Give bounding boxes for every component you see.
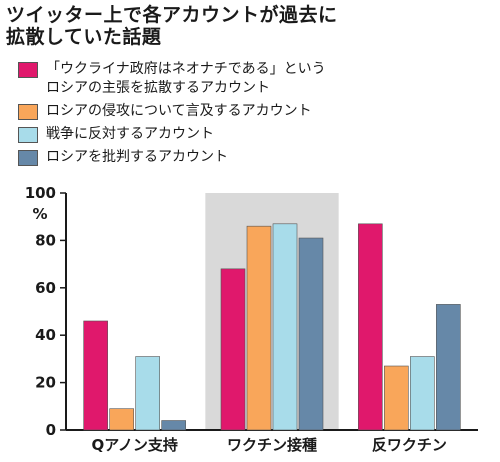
legend-swatch-pink bbox=[18, 62, 38, 78]
bar bbox=[135, 356, 160, 431]
legend-item-anti-war: 戦争に反対するアカウント bbox=[18, 125, 496, 144]
y-tick-label: 60 bbox=[35, 279, 56, 297]
y-unit-label: % bbox=[32, 205, 47, 223]
legend-item-invasion-mention: ロシアの侵攻について言及するアカウント bbox=[18, 102, 496, 121]
legend-item-russia-critic: ロシアを批判するアカウント bbox=[18, 148, 496, 167]
bar bbox=[246, 225, 272, 431]
legend-item-neonazi-claim: 「ウクライナ政府はネオナチである」という ロシアの主張を拡散するアカウント bbox=[18, 60, 496, 98]
bar bbox=[220, 268, 246, 431]
bar bbox=[109, 408, 134, 431]
bar bbox=[83, 320, 108, 431]
bar bbox=[384, 365, 409, 431]
bar bbox=[161, 420, 186, 431]
y-tick-label: 80 bbox=[35, 231, 56, 249]
bar bbox=[436, 304, 461, 431]
legend-label: ロシアの侵攻について言及するアカウント bbox=[46, 103, 312, 119]
legend-swatch-orange bbox=[18, 104, 38, 120]
category-label: ワクチン接種 bbox=[227, 436, 317, 454]
y-tick-label: 0 bbox=[46, 421, 56, 439]
category-label: Qアノン支持 bbox=[91, 436, 177, 454]
bar bbox=[358, 223, 383, 431]
legend-label: 「ウクライナ政府はネオナチである」という ロシアの主張を拡散するアカウント bbox=[46, 61, 326, 96]
y-tick-label: 40 bbox=[35, 326, 56, 344]
legend-label: 戦争に反対するアカウント bbox=[46, 126, 214, 142]
bar bbox=[298, 237, 324, 431]
bar bbox=[410, 356, 435, 431]
legend-label: ロシアを批判するアカウント bbox=[46, 149, 228, 165]
chart-title: ツイッター上で各アカウントが過去に 拡散していた話題 bbox=[6, 4, 338, 48]
legend-swatch-steelblue bbox=[18, 150, 38, 166]
y-tick-label: 100 bbox=[25, 184, 56, 202]
bar bbox=[272, 223, 298, 431]
category-label: 反ワクチン bbox=[372, 436, 447, 454]
legend: 「ウクライナ政府はネオナチである」という ロシアの主張を拡散するアカウント ロシ… bbox=[18, 60, 496, 171]
y-tick-label: 20 bbox=[35, 374, 56, 392]
legend-swatch-lightblue bbox=[18, 127, 38, 143]
